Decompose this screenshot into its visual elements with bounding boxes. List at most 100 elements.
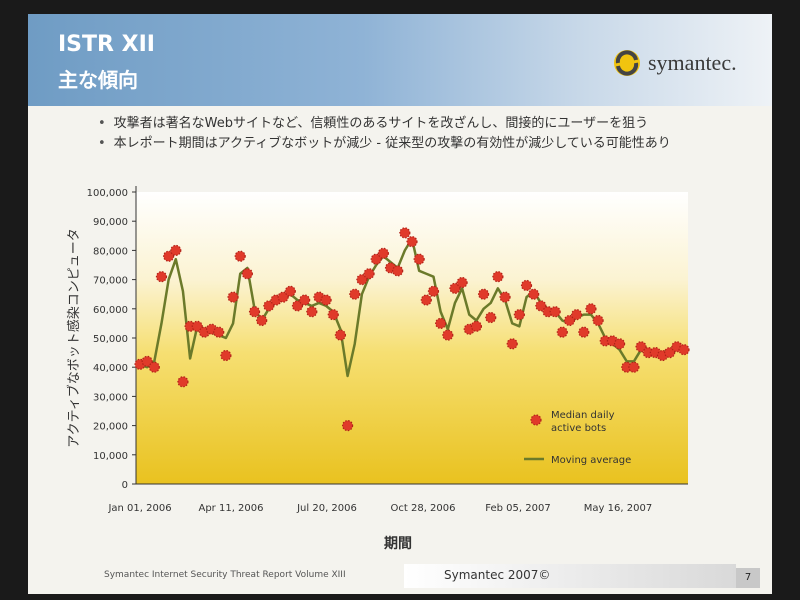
data-point <box>148 361 160 373</box>
footer-report-title: Symantec Internet Security Threat Report… <box>104 570 346 580</box>
data-point <box>277 291 289 303</box>
y-tick-label: 100,000 <box>87 188 128 199</box>
data-point <box>470 320 483 332</box>
x-tick-label: Feb 05, 2007 <box>485 503 550 514</box>
y-tick-label: 20,000 <box>93 422 128 433</box>
legend-label-average: Moving average <box>551 455 631 466</box>
slide-header: ISTR XII 主な傾向 symantec. <box>28 14 772 106</box>
symantec-logo-icon <box>614 50 640 76</box>
data-point <box>678 344 690 356</box>
data-point <box>263 300 275 312</box>
data-point <box>664 347 676 359</box>
data-point <box>492 271 504 283</box>
x-tick-label: Jan 01, 2006 <box>107 503 171 514</box>
data-point <box>592 314 604 327</box>
data-point <box>563 314 576 327</box>
slide-footer: Symantec Internet Security Threat Report… <box>28 564 772 594</box>
y-axis: 0 10,000 20,000 30,000 40,000 50,000 60,000 70,… <box>87 186 137 491</box>
data-point <box>528 288 540 300</box>
data-point <box>248 306 261 318</box>
y-tick-label: 0 <box>122 480 128 491</box>
bullet-dot-icon: • <box>98 116 106 131</box>
x-tick-label: May 16, 2007 <box>584 503 652 514</box>
data-point <box>241 268 253 280</box>
bullet-list: • 攻撃者は著名なWebサイトなど、信頼性のあるサイトを改ざんし、間接的にユーザー… <box>98 114 671 154</box>
data-point <box>170 244 182 256</box>
data-point <box>213 326 225 338</box>
data-point <box>363 268 375 280</box>
data-point <box>449 282 461 294</box>
x-axis: Jan 01, 2006 Apr 11, 2006 Jul 20, 2006 Oct … <box>107 483 688 514</box>
data-point <box>220 349 232 362</box>
data-point <box>356 274 368 286</box>
data-point <box>427 285 440 297</box>
data-point <box>613 338 626 350</box>
data-point <box>320 294 332 306</box>
y-tick-label: 70,000 <box>93 276 128 287</box>
data-point <box>377 247 389 259</box>
data-point <box>327 309 339 321</box>
x-tick-label: Apr 11, 2006 <box>198 503 263 514</box>
logo-text: symantec. <box>648 50 737 75</box>
symantec-logo: symantec. <box>612 44 762 84</box>
data-point <box>392 265 404 277</box>
data-point <box>256 314 268 327</box>
slide-subtitle: 主な傾向 <box>58 68 138 92</box>
y-tick-label: 50,000 <box>93 334 128 345</box>
y-tick-label: 10,000 <box>93 451 128 462</box>
legend-marker-median <box>530 414 542 426</box>
data-point <box>506 338 518 350</box>
data-point <box>291 300 304 312</box>
data-point <box>628 361 640 373</box>
data-point <box>141 355 153 367</box>
data-point <box>435 317 447 329</box>
data-point <box>284 285 296 297</box>
data-point <box>585 303 597 315</box>
bullet-text: 本レポート期間はアクティブなボットが減少 - 従来型の攻撃の有効性が減少している… <box>113 136 671 151</box>
bot-chart: 0 10,000 20,000 30,000 40,000 50,000 60,000 70,… <box>66 186 690 552</box>
data-point <box>306 306 318 318</box>
y-tick-label: 60,000 <box>93 305 128 316</box>
footer-copyright: Symantec 2007© <box>444 568 551 582</box>
bullet-item: • 本レポート期間はアクティブなボットが減少 - 従来型の攻撃の有効性が減少してい… <box>98 134 671 154</box>
presentation-slide: ISTR XII 主な傾向 symantec. • 攻撃者は著名なWebサイトなど… <box>28 14 772 594</box>
data-point <box>556 326 568 338</box>
data-point <box>399 227 411 239</box>
data-point <box>477 288 490 300</box>
data-point <box>370 253 382 265</box>
footer-copyright-bar: Symantec 2007© <box>404 564 736 588</box>
x-axis-label: 期間 <box>384 536 412 552</box>
data-point <box>349 288 361 300</box>
data-point <box>571 309 583 321</box>
median-bots-series <box>134 227 690 432</box>
data-point <box>413 253 425 265</box>
data-point <box>549 306 561 318</box>
slide-title: ISTR XII <box>58 32 155 57</box>
page-number: 7 <box>736 568 760 588</box>
data-point <box>420 294 432 306</box>
data-point <box>499 291 511 303</box>
x-tick-label: Jul 20, 2006 <box>296 503 357 514</box>
data-point <box>334 329 347 341</box>
legend-label-median: Median daily active bots <box>551 410 615 434</box>
data-point <box>485 311 497 324</box>
y-axis-label: アクティブなボット感染コンピュータ <box>66 228 82 448</box>
data-point <box>234 250 246 262</box>
data-point <box>406 236 418 248</box>
data-point <box>155 271 168 283</box>
data-point <box>456 276 468 289</box>
data-point <box>513 309 525 321</box>
y-tick-label: 30,000 <box>93 392 128 403</box>
y-tick-label: 40,000 <box>93 363 128 374</box>
data-point <box>177 376 189 388</box>
y-tick-label: 90,000 <box>93 217 128 228</box>
x-tick-label: Oct 28, 2006 <box>391 503 456 514</box>
bullet-dot-icon: • <box>98 136 106 151</box>
data-point <box>442 329 454 341</box>
bullet-item: • 攻撃者は著名なWebサイトなど、信頼性のあるサイトを改ざんし、間接的にユーザー… <box>98 114 671 134</box>
y-tick-label: 80,000 <box>93 246 128 257</box>
data-point <box>191 320 203 332</box>
data-point <box>520 279 533 292</box>
data-point <box>341 420 354 432</box>
chart-legend: Median daily active bots Moving average <box>524 410 631 466</box>
